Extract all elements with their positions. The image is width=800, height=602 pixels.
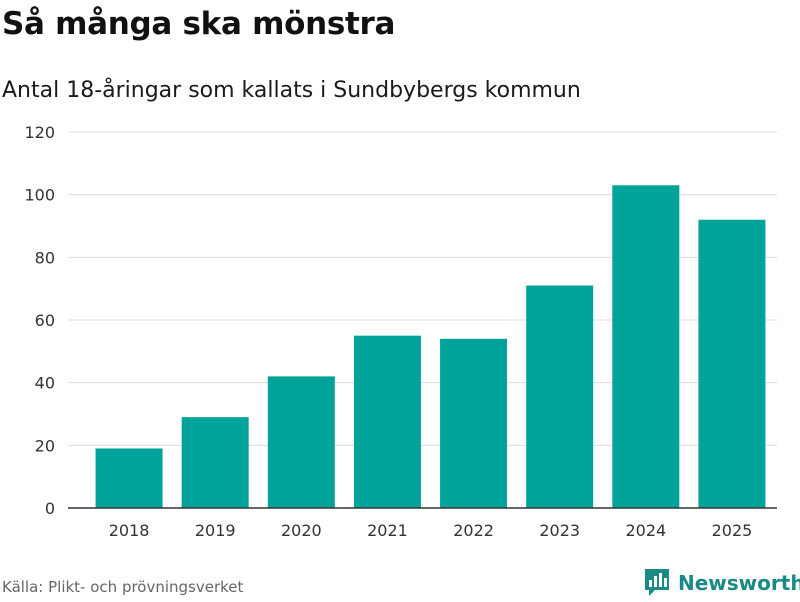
bar-2025 [698,219,766,508]
bar-2023 [526,285,594,508]
x-tick-label: 2018 [109,521,150,540]
newsworthy-logo-icon [644,568,670,598]
chart-subtitle: Antal 18-åringar som kallats i Sundbyber… [2,78,581,103]
x-tick-label: 2024 [625,521,666,540]
y-tick-label: 100 [24,186,55,205]
x-tick-label: 2025 [712,521,753,540]
y-tick-label: 120 [24,123,55,142]
brand-name: Newsworthy [678,571,800,595]
bar-2024 [612,185,680,508]
brand[interactable]: Newsworthy [644,568,800,598]
x-tick-label: 2020 [281,521,322,540]
y-tick-label: 40 [35,374,55,393]
y-tick-label: 80 [35,248,55,267]
bar-2021 [353,335,421,508]
bar-2020 [267,376,335,508]
bar-2019 [181,417,249,508]
x-axis-ticks: 2018 2019 2020 2021 2022 2023 2024 2025 [109,521,753,540]
x-tick-label: 2019 [195,521,236,540]
bar-2018 [95,448,163,508]
source-note: Källa: Plikt- och prövningsverket [2,578,244,596]
x-tick-label: 2023 [539,521,580,540]
y-tick-label: 20 [35,436,55,455]
chart-title: Så många ska mönstra [2,6,396,42]
y-tick-label: 0 [45,499,55,518]
y-tick-label: 60 [35,311,55,330]
x-tick-label: 2021 [367,521,408,540]
bar-2022 [440,338,508,508]
bars [95,185,766,508]
y-axis-ticks: 0 20 40 60 80 100 120 [24,123,55,518]
x-tick-label: 2022 [453,521,494,540]
